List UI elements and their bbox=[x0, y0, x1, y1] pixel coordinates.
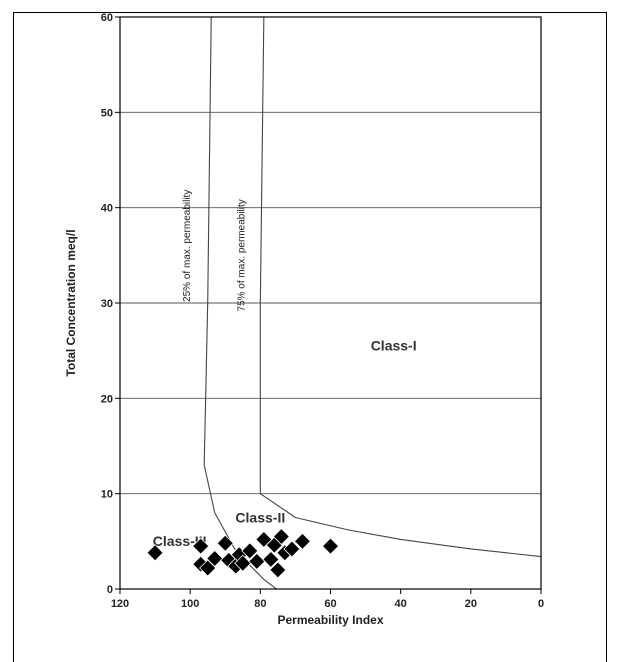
data-point-21 bbox=[321, 537, 340, 555]
x-tick-label-120: 120 bbox=[111, 598, 129, 610]
data-point-17 bbox=[272, 528, 290, 546]
boundary-curve-label-2: 75% of max. permeability bbox=[237, 199, 248, 311]
data-points bbox=[146, 528, 340, 579]
region-label-2: Class-II bbox=[235, 509, 285, 525]
x-axis-title: Permeability Index bbox=[277, 613, 383, 627]
y-tick-label-40: 40 bbox=[101, 203, 113, 215]
y-tick-label-10: 10 bbox=[101, 489, 113, 501]
boundary-curve-2 bbox=[259, 17, 541, 558]
data-point-20 bbox=[293, 532, 311, 550]
data-point-19 bbox=[283, 540, 301, 558]
y-tick-label-30: 30 bbox=[101, 298, 113, 310]
data-point-10 bbox=[234, 554, 252, 572]
x-tick-label-20: 20 bbox=[465, 598, 477, 610]
figure-frame bbox=[13, 12, 607, 662]
y-tick-label-20: 20 bbox=[101, 393, 113, 405]
y-tick-label-0: 0 bbox=[107, 584, 113, 596]
y-tick-label-60: 60 bbox=[101, 12, 113, 24]
data-point-12 bbox=[248, 552, 266, 570]
data-point-1 bbox=[146, 544, 164, 562]
region-labels: Class-I Class-II Class-III bbox=[153, 338, 417, 549]
boundary-curve-label-1: 25% of max. permeability bbox=[182, 190, 193, 302]
axis-ticks: 0 10 20 30 40 50 60 120 100 80 60 40 20 0 bbox=[101, 12, 544, 610]
x-tick-label-40: 40 bbox=[395, 598, 407, 610]
y-tick-label-50: 50 bbox=[101, 107, 113, 119]
region-label-3: Class-III bbox=[153, 533, 207, 549]
x-tick-label-80: 80 bbox=[254, 598, 266, 610]
region-label-1: Class-I bbox=[371, 338, 417, 354]
x-tick-label-100: 100 bbox=[181, 598, 199, 610]
x-tick-label-60: 60 bbox=[324, 598, 336, 610]
boundary-curve-1 bbox=[203, 17, 278, 589]
data-point-2 bbox=[192, 537, 210, 555]
x-tick-label-0: 0 bbox=[538, 598, 544, 610]
boundary-curves bbox=[203, 17, 541, 589]
data-point-11 bbox=[241, 542, 259, 560]
data-point-6 bbox=[216, 534, 234, 552]
y-axis-title: Total Concentration meq/l bbox=[64, 229, 78, 376]
data-point-16 bbox=[269, 561, 287, 579]
data-point-5 bbox=[206, 549, 224, 568]
data-point-14 bbox=[262, 550, 280, 569]
grid-lines bbox=[120, 111, 541, 495]
